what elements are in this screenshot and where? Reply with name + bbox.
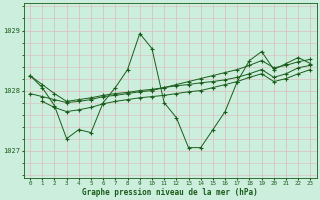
X-axis label: Graphe pression niveau de la mer (hPa): Graphe pression niveau de la mer (hPa) [82, 188, 258, 197]
